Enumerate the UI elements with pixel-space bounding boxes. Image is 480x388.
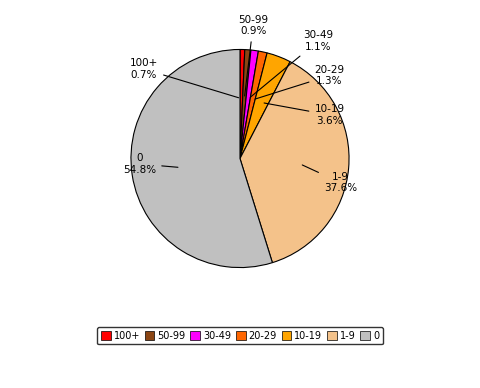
Wedge shape xyxy=(240,50,245,159)
Wedge shape xyxy=(240,50,258,159)
Text: 10-19
3.6%: 10-19 3.6% xyxy=(264,103,345,126)
Legend: 100+, 50-99, 30-49, 20-29, 10-19, 1-9, 0: 100+, 50-99, 30-49, 20-29, 10-19, 1-9, 0 xyxy=(97,327,383,345)
Wedge shape xyxy=(240,62,349,263)
Text: 1-9
37.6%: 1-9 37.6% xyxy=(302,165,357,193)
Wedge shape xyxy=(240,51,267,159)
Text: 20-29
1.3%: 20-29 1.3% xyxy=(255,65,345,99)
Wedge shape xyxy=(240,50,251,159)
Wedge shape xyxy=(131,50,272,268)
Wedge shape xyxy=(240,53,290,159)
Text: 0
54.8%: 0 54.8% xyxy=(123,153,178,175)
Text: 50-99
0.9%: 50-99 0.9% xyxy=(238,15,268,96)
Text: 30-49
1.1%: 30-49 1.1% xyxy=(250,30,334,97)
Text: 100+
0.7%: 100+ 0.7% xyxy=(130,58,239,98)
